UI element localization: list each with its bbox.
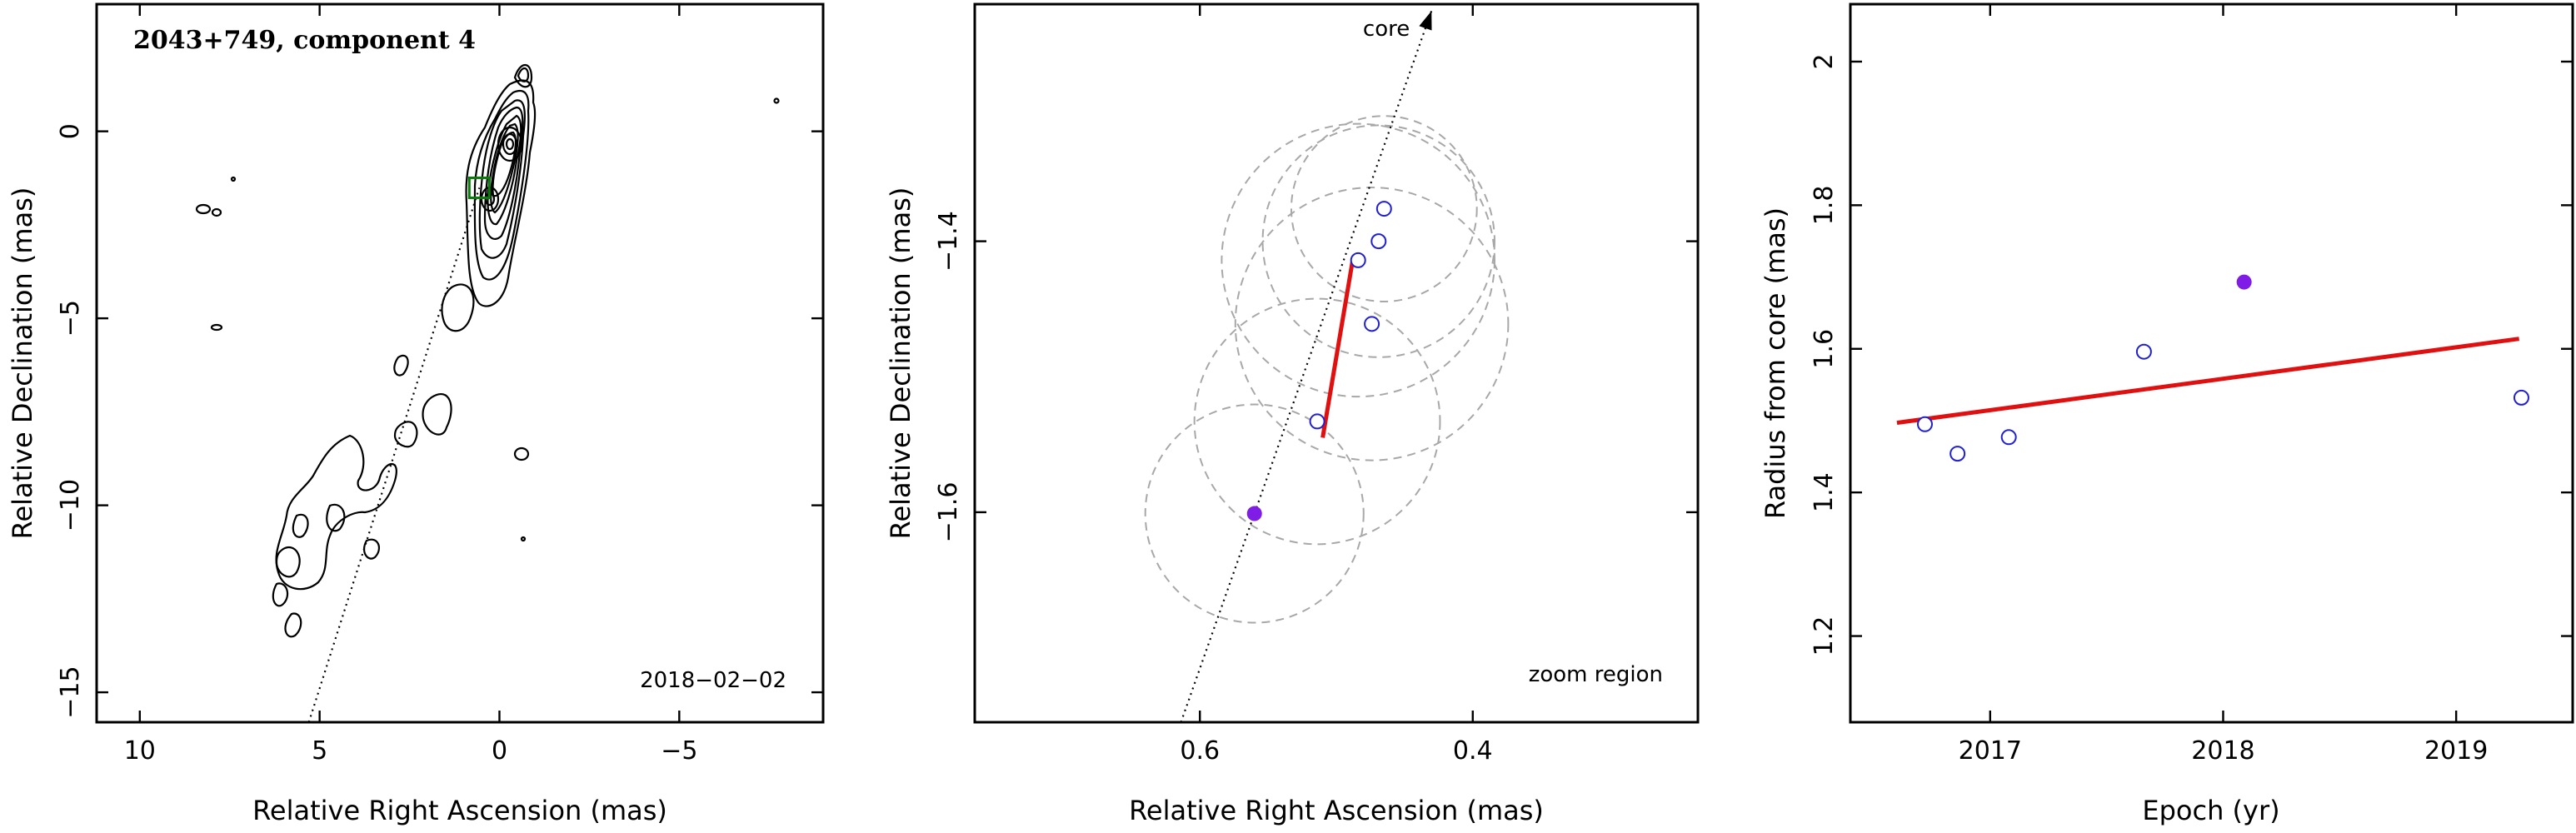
x-tick-label: 0.6 bbox=[1180, 736, 1220, 766]
x-tick-label: 2017 bbox=[1959, 736, 2022, 766]
x-tick-label: 0 bbox=[492, 736, 507, 766]
radius-point bbox=[1949, 446, 1966, 462]
panel-3-x-label: Epoch (yr) bbox=[2142, 795, 2279, 826]
panel-3-tick-labels: 2017 2018 2019 1.2 1.4 1.6 1.8 2 bbox=[1810, 53, 2488, 766]
y-tick-label: 2 bbox=[1810, 53, 1839, 69]
panel-2-x-label: Relative Right Ascension (mas) bbox=[1129, 795, 1544, 826]
x-tick-label: 5 bbox=[312, 736, 327, 766]
error-circle bbox=[1193, 297, 1441, 546]
epoch-point bbox=[1370, 233, 1387, 250]
y-tick-label: −5 bbox=[56, 300, 85, 337]
error-circle bbox=[1290, 115, 1478, 302]
error-circle bbox=[1261, 124, 1495, 358]
radius-point bbox=[2513, 389, 2529, 406]
panel-1-tick-labels: 10 5 0 −5 0 −5 −10 −15 bbox=[56, 123, 697, 766]
panel-3-y-label: Radius from core (mas) bbox=[1760, 207, 1791, 519]
panel-2-ticks bbox=[975, 4, 1698, 722]
y-tick-label: −10 bbox=[56, 479, 85, 531]
fit-segment bbox=[1320, 259, 1355, 438]
panel-1-title: 2043+749, component 4 bbox=[133, 26, 476, 55]
error-circles bbox=[1144, 115, 1510, 624]
panel-1-y-label: Relative Declination (mas) bbox=[7, 187, 38, 540]
radius-point bbox=[2000, 429, 2017, 446]
y-tick-label: 1.8 bbox=[1810, 186, 1839, 226]
zoom-region-label: zoom region bbox=[1529, 662, 1663, 687]
y-tick-label: −1.6 bbox=[934, 481, 963, 542]
epoch-label: 2018−02−02 bbox=[640, 668, 786, 693]
y-tick-label: 0 bbox=[56, 123, 85, 139]
component-marker bbox=[467, 176, 491, 199]
current-radius-point bbox=[2236, 274, 2252, 290]
current-epoch-point bbox=[1246, 506, 1262, 521]
panel-radius-vs-epoch: 2017 2018 2019 1.2 1.4 1.6 1.8 2 Epoch (yr) Rad… bbox=[1760, 2, 2574, 826]
y-tick-label: 1.2 bbox=[1810, 616, 1839, 656]
y-tick-label: 1.4 bbox=[1810, 472, 1839, 512]
error-circle bbox=[1221, 122, 1495, 398]
epoch-point bbox=[1350, 252, 1366, 268]
radius-point bbox=[2135, 343, 2152, 360]
y-tick-label: 1.6 bbox=[1810, 329, 1839, 369]
x-tick-label: 0.4 bbox=[1453, 736, 1493, 766]
x-tick-label: 2018 bbox=[2191, 736, 2254, 766]
radius-point bbox=[1916, 416, 1933, 432]
panel-2-points bbox=[1246, 201, 1392, 521]
core-label: core bbox=[1363, 17, 1410, 42]
core-arrow-icon bbox=[1419, 11, 1432, 31]
error-circle bbox=[1144, 403, 1365, 624]
jet-ridge-line bbox=[307, 187, 481, 723]
panel-1-x-label: Relative Right Ascension (mas) bbox=[252, 795, 667, 826]
panel-3-points bbox=[1916, 274, 2529, 462]
epoch-point bbox=[1309, 413, 1325, 430]
contour-map bbox=[195, 63, 780, 638]
panel-2-y-label: Relative Declination (mas) bbox=[885, 187, 916, 540]
panel-1-frame bbox=[95, 2, 825, 724]
x-tick-label: 10 bbox=[124, 736, 156, 766]
error-circle bbox=[1234, 187, 1510, 461]
epoch-point bbox=[1375, 201, 1392, 217]
panel-contour-map: 2043+749, component 4 2018−02−02 10 5 0 −5 0… bbox=[7, 2, 825, 826]
panel-zoom-region: core zoom region 0.6 0.4 −1.4 −1.6 Relative… bbox=[885, 2, 1700, 826]
epoch-point bbox=[1364, 316, 1380, 332]
y-tick-label: −1.4 bbox=[934, 211, 963, 272]
radius-fit-line bbox=[1896, 337, 2520, 426]
panel-2-frame bbox=[973, 2, 1700, 724]
panel-3-frame bbox=[1849, 2, 2574, 724]
y-tick-label: −15 bbox=[56, 666, 85, 718]
x-tick-label: 2019 bbox=[2424, 736, 2488, 766]
x-tick-label: −5 bbox=[661, 736, 697, 766]
panel-2-tick-labels: 0.6 0.4 −1.4 −1.6 bbox=[934, 211, 1493, 766]
panel-1-ticks bbox=[97, 4, 823, 722]
core-direction-line bbox=[1180, 10, 1433, 723]
panel-3-ticks bbox=[1850, 4, 2573, 722]
